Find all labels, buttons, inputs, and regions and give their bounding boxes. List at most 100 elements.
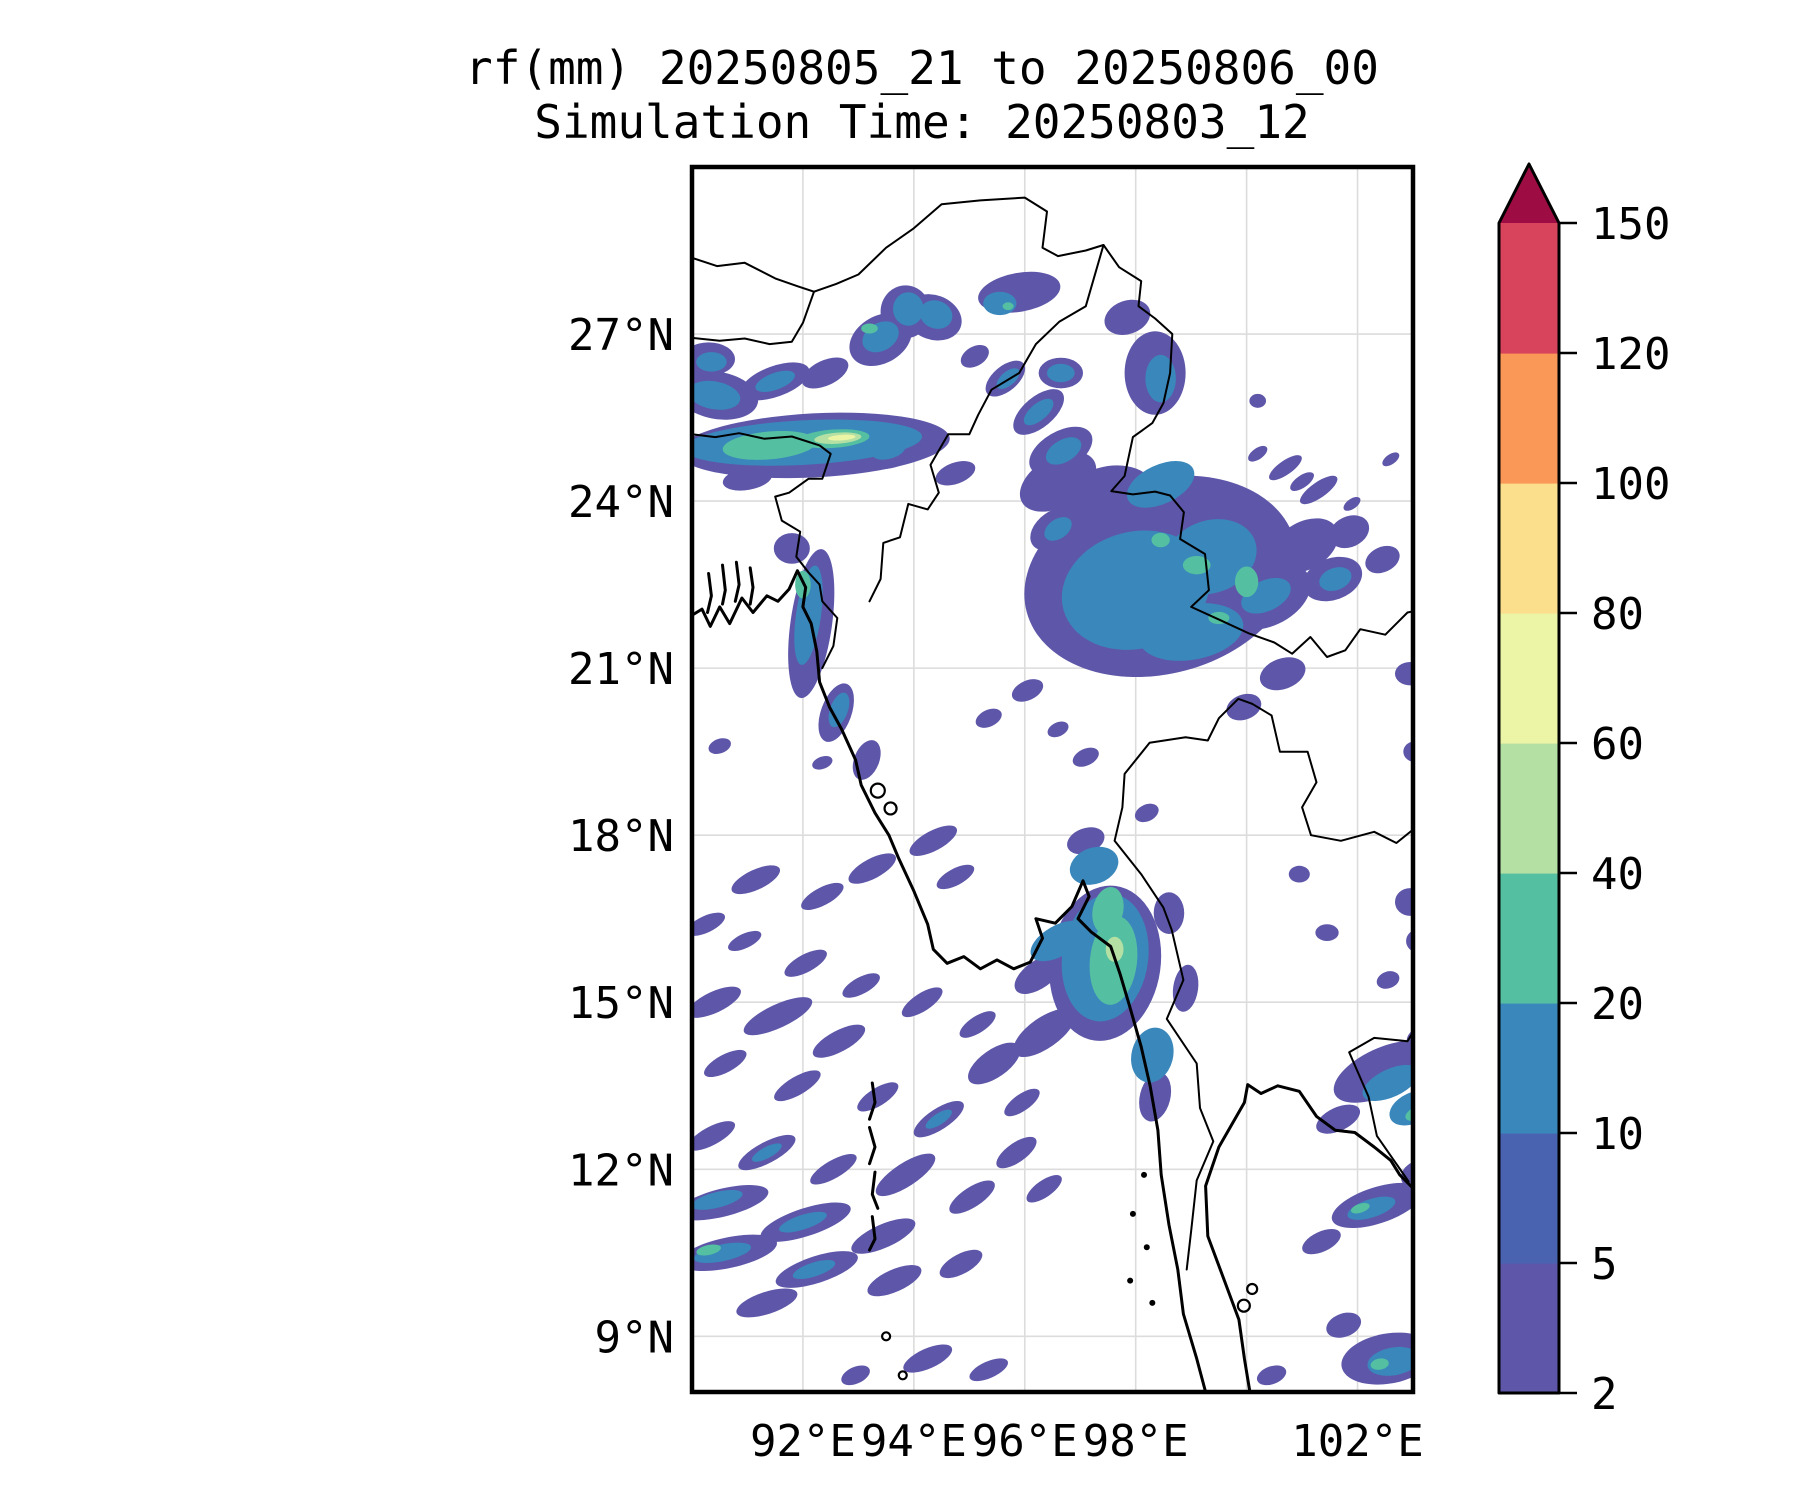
rain-patch (1329, 515, 1370, 549)
rain-patch (939, 1249, 983, 1279)
colorbar-tick-label: 20 (1591, 979, 1644, 1030)
rain-patch (1013, 1008, 1075, 1058)
rain-patch (861, 323, 878, 334)
rain-patch (731, 865, 781, 895)
rain-patch (1234, 566, 1259, 598)
rain-patch (842, 973, 880, 998)
rain-patch (1288, 865, 1310, 883)
rain-patch (774, 1070, 821, 1102)
colorbar-outline (1497, 162, 1561, 1395)
country-border-path (692, 196, 1413, 658)
rain-patch (1316, 1104, 1361, 1134)
island-outline (897, 1370, 908, 1381)
coastline-path (868, 1126, 877, 1166)
country-border-path (1113, 697, 1254, 1271)
country-border-path (1251, 702, 1413, 844)
coastline-path (721, 563, 727, 606)
x-tick-label: 96°E (972, 1416, 1078, 1467)
rain-patch (1151, 532, 1170, 548)
rain-patch (1104, 299, 1151, 335)
map-frame (689, 164, 1416, 1395)
rain-patch (1269, 455, 1302, 481)
rain-patch (1002, 302, 1014, 311)
rain-patch (1153, 892, 1185, 935)
y-tick-label: 18°N (568, 811, 674, 862)
rain-patch (1259, 657, 1306, 691)
rain-patch (801, 357, 849, 389)
rain-patch (692, 912, 726, 936)
y-tick-label: 9°N (595, 1312, 674, 1363)
rain-patch (1271, 518, 1339, 573)
map-borders (692, 196, 1413, 1392)
rain-patch (1370, 1358, 1389, 1370)
rain-patch (1326, 1312, 1362, 1338)
rain-patch (852, 740, 881, 780)
rain-patch (1226, 693, 1262, 721)
rain-patch (704, 1049, 747, 1078)
coastline-path (692, 569, 1208, 1392)
rain-patch (968, 1042, 1021, 1085)
rain-patch (909, 825, 957, 856)
rain-patch (1092, 886, 1124, 934)
colorbar-segment (1499, 483, 1559, 614)
rain-patch (827, 434, 856, 441)
rain-patch (1069, 846, 1119, 885)
rain-patch (1044, 517, 1072, 541)
y-tick-label: 27°N (568, 310, 674, 361)
rain-patch (1290, 472, 1314, 492)
colorbar-tick-label: 120 (1591, 329, 1670, 380)
rain-patch (959, 1011, 996, 1038)
colorbar-tick-label: 2 (1591, 1369, 1618, 1420)
rain-patch (903, 1344, 953, 1373)
rain-patch (1026, 1175, 1062, 1203)
colorbar-tick-label: 100 (1591, 459, 1670, 510)
colorbar-over-arrow (1499, 164, 1559, 223)
x-tick-label: 92°E (750, 1416, 856, 1467)
island-outline (883, 801, 898, 816)
rain-patch (1256, 1365, 1287, 1386)
colorbar-tick-label: 10 (1591, 1109, 1644, 1160)
rain-patch (857, 1082, 899, 1112)
rain-patch (1362, 1064, 1413, 1102)
rain-patch (1343, 496, 1361, 511)
rain-patch (935, 461, 976, 486)
rain-patch (708, 738, 731, 754)
rain-patch (801, 882, 844, 911)
rain-patch (1394, 662, 1413, 686)
country-border-path (868, 244, 1105, 603)
rain-patch (1394, 888, 1413, 916)
rain-patch (696, 1244, 721, 1256)
rain-patch (949, 1180, 995, 1214)
rain-patch (996, 1136, 1037, 1169)
rain-patch (1145, 354, 1176, 403)
island-dot (1127, 1277, 1134, 1284)
rain-patch (936, 864, 975, 890)
rain-patch (872, 442, 906, 460)
island-dot (1141, 1171, 1148, 1178)
island-dot (1143, 1244, 1150, 1251)
rain-patch (867, 1265, 922, 1297)
colorbar-segment (1499, 1133, 1559, 1264)
x-axis-labels: 92°E 94°E 96°E 98°E 102°E (750, 1416, 1424, 1467)
rain-patch (1382, 452, 1400, 467)
rain-patch (1248, 445, 1268, 462)
rain-patch (828, 692, 850, 728)
rain-patch (960, 344, 989, 368)
rain-patch (773, 533, 810, 564)
colorbar-tick-label: 150 (1591, 199, 1670, 250)
rain-patch (1045, 437, 1082, 465)
rain-patch (812, 756, 833, 770)
island-outline (1236, 1298, 1251, 1313)
island-dot (1129, 1210, 1136, 1217)
rain-patch (1046, 363, 1075, 383)
rain-patch (1011, 679, 1044, 702)
rain-patch (1172, 964, 1199, 1012)
rain-patch (969, 1358, 1009, 1382)
rain-patches (692, 271, 1413, 1386)
colorbar-segment (1499, 743, 1559, 874)
y-tick-label: 24°N (568, 477, 674, 528)
x-tick-label: 102°E (1291, 1416, 1423, 1467)
rain-patch (848, 853, 896, 884)
rain-patch (693, 1242, 752, 1263)
colorbar-segment (1499, 353, 1559, 484)
